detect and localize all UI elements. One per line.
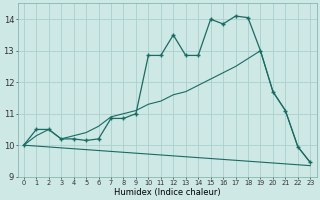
- X-axis label: Humidex (Indice chaleur): Humidex (Indice chaleur): [114, 188, 220, 197]
